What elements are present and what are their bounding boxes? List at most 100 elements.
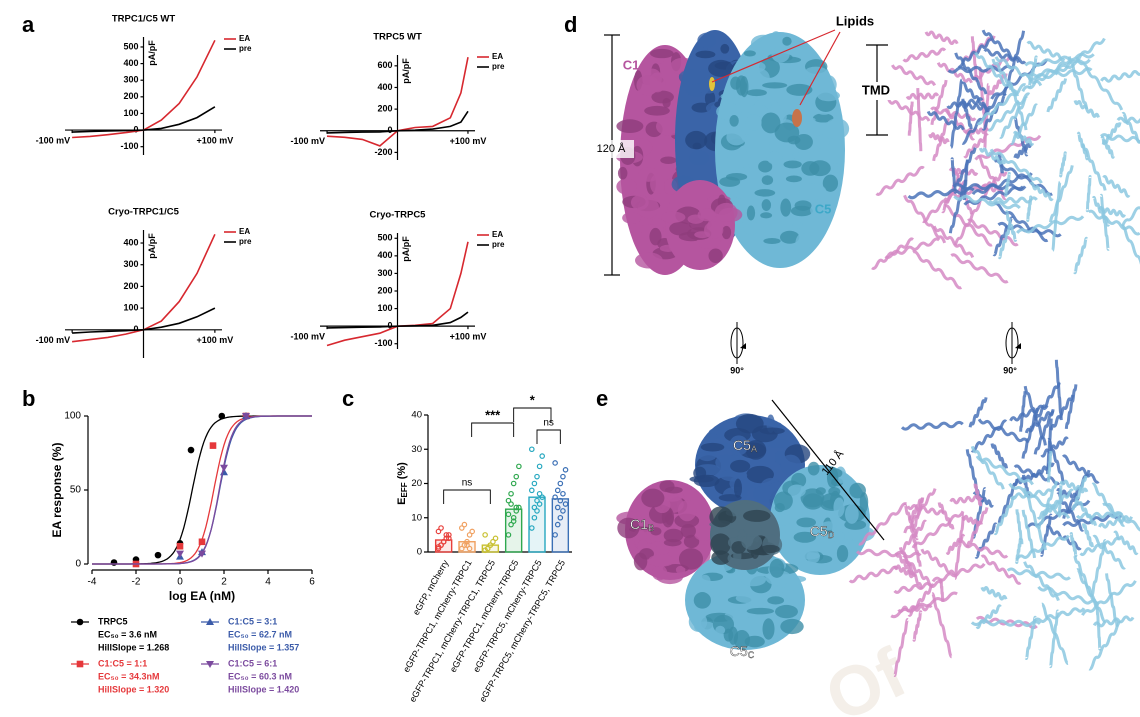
ribbon xyxy=(1116,116,1140,124)
ribbon xyxy=(1026,195,1033,223)
ribbon xyxy=(1090,539,1107,597)
density-detail xyxy=(660,211,686,223)
ribbon xyxy=(965,507,989,548)
data-point xyxy=(531,504,538,511)
ribbon xyxy=(1059,479,1089,494)
ribbon xyxy=(1100,69,1140,83)
ribbon xyxy=(1075,56,1124,111)
data-point xyxy=(242,413,250,420)
density-detail xyxy=(775,604,798,619)
legend-ec50: EC₅₀ = 62.7 nM xyxy=(228,629,292,639)
data-point xyxy=(464,538,470,545)
legend-label: pre xyxy=(239,44,252,53)
y-tick-label: 30 xyxy=(411,444,422,455)
ribbon xyxy=(975,455,1034,486)
data-point xyxy=(466,545,473,552)
data-point xyxy=(562,501,569,507)
ribbon xyxy=(1046,78,1068,113)
density-detail xyxy=(746,607,775,615)
ribbon xyxy=(999,96,1029,139)
density-detail xyxy=(746,205,756,221)
ribbon xyxy=(968,397,988,428)
ribbon xyxy=(961,93,1001,145)
ribbon xyxy=(911,510,965,549)
ribbon xyxy=(978,147,1006,165)
ribbon xyxy=(1121,224,1140,265)
density-detail xyxy=(694,231,711,239)
density-detail xyxy=(745,114,762,131)
density-detail xyxy=(794,133,813,151)
ribbon xyxy=(973,483,983,507)
density-detail xyxy=(693,474,720,488)
y-tick-label: 300 xyxy=(123,75,138,85)
density-detail xyxy=(735,593,762,604)
ribbon xyxy=(961,514,983,527)
y-tick-label: 0 xyxy=(133,124,138,134)
y-tick-label: 0 xyxy=(417,547,422,558)
y-tick-label: 100 xyxy=(64,411,81,422)
y-axis-label: EEFF (%) xyxy=(396,462,409,505)
ribbon xyxy=(1015,509,1024,545)
ribbon xyxy=(990,443,1009,469)
data-point xyxy=(510,514,517,521)
data-point xyxy=(154,551,162,559)
rotation-icon: 90° xyxy=(1003,322,1021,375)
c1-label: C1 xyxy=(623,57,640,72)
y-tick-label: 0 xyxy=(387,125,392,135)
density-detail xyxy=(815,487,826,495)
density-detail xyxy=(693,524,714,542)
ribbon xyxy=(1088,620,1122,671)
density-detail xyxy=(780,198,792,217)
y-axis-label: pA/pF xyxy=(401,236,411,262)
y-tick-label: 200 xyxy=(377,285,392,295)
density-detail xyxy=(799,183,827,201)
ribbon xyxy=(967,218,1019,247)
density-detail xyxy=(794,200,812,211)
data-point xyxy=(446,535,452,542)
ribbon xyxy=(928,132,950,145)
density-detail xyxy=(760,544,780,554)
trace xyxy=(72,106,216,133)
significance-label: ns xyxy=(543,418,554,429)
legend-ec50: EC₅₀ = 3.6 nM xyxy=(98,629,157,639)
subunit-label: C5A xyxy=(733,437,757,455)
density-detail xyxy=(754,189,776,197)
ribbon xyxy=(1015,534,1070,561)
density-detail xyxy=(665,513,674,525)
data-point xyxy=(513,473,520,480)
y-tick-label: 200 xyxy=(377,103,392,113)
ribbon xyxy=(1004,210,1018,242)
y-tick-label: 400 xyxy=(123,237,138,247)
density-detail xyxy=(762,82,788,89)
ribbon xyxy=(1004,171,1011,197)
x-tick-label: +100 mV xyxy=(196,135,233,145)
data-point xyxy=(554,521,561,528)
ribbon xyxy=(924,30,959,46)
ribbon xyxy=(1095,601,1102,651)
ribbon xyxy=(893,617,910,678)
density-detail xyxy=(707,433,718,440)
density-detail xyxy=(651,565,668,581)
density-detail xyxy=(650,527,662,536)
ribbon xyxy=(893,580,943,594)
ribbon xyxy=(1073,99,1100,118)
density-detail xyxy=(650,173,665,195)
density-detail xyxy=(697,208,717,222)
data-point xyxy=(539,494,546,501)
ribbon xyxy=(1085,174,1092,213)
legend-hillslope: HillSlope = 1.420 xyxy=(228,684,299,694)
y-label-unit: (%) xyxy=(396,462,408,483)
density-detail xyxy=(691,102,712,113)
density-detail xyxy=(649,72,666,93)
y-tick-label: 600 xyxy=(377,60,392,70)
density-detail xyxy=(833,497,845,518)
legend-label: EA xyxy=(239,227,250,236)
data-point xyxy=(560,473,566,480)
density-detail xyxy=(743,509,771,522)
density-detail xyxy=(761,199,772,211)
data-point xyxy=(435,528,442,535)
label-bg xyxy=(856,82,896,100)
trace xyxy=(326,311,469,329)
density-detail xyxy=(774,491,793,511)
legend-label: pre xyxy=(492,62,505,71)
